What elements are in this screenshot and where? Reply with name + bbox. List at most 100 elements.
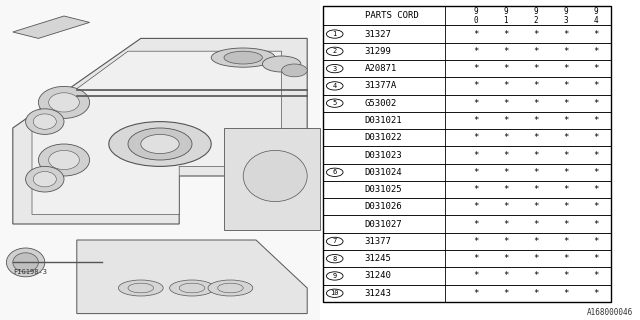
Text: *: *	[563, 29, 569, 38]
Text: *: *	[473, 254, 479, 263]
Bar	[323, 267, 611, 284]
Text: *: *	[503, 133, 509, 142]
Text: *: *	[503, 185, 509, 194]
Bar	[323, 181, 611, 198]
Text: *: *	[533, 116, 539, 125]
Text: 4: 4	[333, 83, 337, 89]
Ellipse shape	[26, 166, 64, 192]
Text: *: *	[593, 150, 599, 159]
Circle shape	[326, 237, 343, 245]
Text: 9: 9	[333, 273, 337, 279]
Polygon shape	[32, 51, 282, 214]
Text: *: *	[473, 202, 479, 211]
Text: 31377: 31377	[365, 237, 391, 246]
Text: 2: 2	[333, 48, 337, 54]
Circle shape	[326, 254, 343, 263]
Text: *: *	[593, 81, 599, 90]
Text: 9
1: 9 1	[504, 7, 508, 25]
Ellipse shape	[211, 48, 275, 67]
Ellipse shape	[128, 128, 192, 160]
Text: *: *	[563, 64, 569, 73]
Text: *: *	[473, 220, 479, 228]
Text: 31243: 31243	[365, 289, 391, 298]
Circle shape	[326, 47, 343, 55]
Text: *: *	[503, 150, 509, 159]
Text: 9
0: 9 0	[474, 7, 478, 25]
Text: D031024: D031024	[365, 168, 402, 177]
Ellipse shape	[33, 172, 56, 187]
Text: D031023: D031023	[365, 150, 402, 159]
Bar	[323, 60, 611, 77]
Bar	[323, 164, 611, 181]
Text: *: *	[593, 133, 599, 142]
Text: *: *	[473, 99, 479, 108]
Text: *: *	[503, 220, 509, 228]
Text: D031027: D031027	[365, 220, 402, 228]
Text: *: *	[533, 150, 539, 159]
Circle shape	[326, 168, 343, 176]
Text: *: *	[563, 47, 569, 56]
Text: D031025: D031025	[365, 185, 402, 194]
Text: FIG198-3: FIG198-3	[13, 269, 47, 275]
Text: *: *	[563, 133, 569, 142]
Bar	[323, 77, 611, 94]
Text: *: *	[503, 254, 509, 263]
Text: 9
3: 9 3	[564, 7, 568, 25]
Text: PARTS CORD: PARTS CORD	[365, 12, 419, 20]
Text: *: *	[563, 271, 569, 280]
Text: *: *	[563, 254, 569, 263]
Text: 7: 7	[333, 238, 337, 244]
Polygon shape	[13, 16, 90, 38]
Text: 6: 6	[333, 169, 337, 175]
Ellipse shape	[109, 122, 211, 166]
Text: *: *	[473, 168, 479, 177]
Bar	[323, 250, 611, 267]
Ellipse shape	[282, 64, 307, 77]
Text: *: *	[563, 185, 569, 194]
Text: *: *	[593, 271, 599, 280]
Text: *: *	[563, 237, 569, 246]
Bar	[323, 25, 611, 43]
Polygon shape	[224, 128, 320, 230]
Ellipse shape	[49, 93, 79, 112]
Text: *: *	[533, 202, 539, 211]
Bar	[323, 284, 611, 302]
Text: *: *	[593, 289, 599, 298]
Text: A20871: A20871	[365, 64, 397, 73]
Text: *: *	[593, 168, 599, 177]
Bar	[323, 215, 611, 233]
Text: *: *	[533, 289, 539, 298]
Ellipse shape	[38, 144, 90, 176]
Ellipse shape	[243, 150, 307, 202]
Text: *: *	[473, 271, 479, 280]
Text: D031026: D031026	[365, 202, 402, 211]
Bar	[323, 146, 611, 164]
Text: *: *	[473, 150, 479, 159]
Text: *: *	[563, 81, 569, 90]
Bar	[323, 6, 611, 25]
Text: *: *	[503, 81, 509, 90]
Text: *: *	[503, 168, 509, 177]
Text: *: *	[593, 99, 599, 108]
Text: *: *	[473, 185, 479, 194]
Text: *: *	[503, 271, 509, 280]
Circle shape	[326, 64, 343, 73]
Text: 31327: 31327	[365, 29, 391, 38]
Circle shape	[326, 272, 343, 280]
Text: *: *	[533, 133, 539, 142]
Text: *: *	[593, 47, 599, 56]
Text: *: *	[563, 99, 569, 108]
Text: 5: 5	[333, 100, 337, 106]
Text: *: *	[533, 81, 539, 90]
Text: *: *	[473, 29, 479, 38]
Bar	[0, 0, 320, 320]
Circle shape	[326, 289, 343, 297]
Text: *: *	[503, 47, 509, 56]
Text: *: *	[473, 64, 479, 73]
Text: *: *	[533, 237, 539, 246]
Text: 10: 10	[330, 290, 339, 296]
Text: *: *	[533, 47, 539, 56]
Text: *: *	[533, 254, 539, 263]
Text: D031021: D031021	[365, 116, 402, 125]
Bar	[323, 129, 611, 146]
